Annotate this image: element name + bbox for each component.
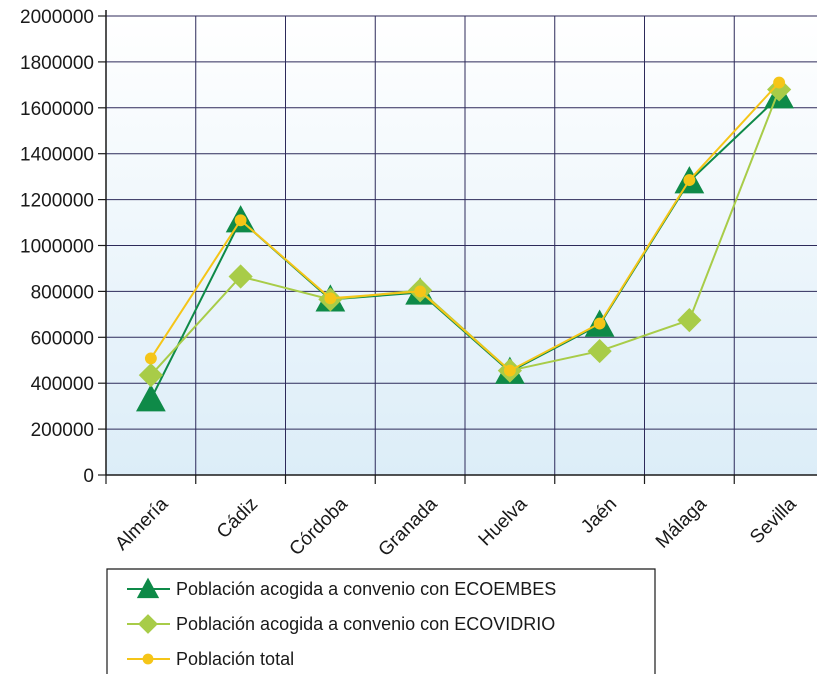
y-tick-label: 400000 — [31, 374, 94, 395]
legend-label: Población acogida a convenio con ECOEMBE… — [176, 579, 556, 599]
point-marker-circle — [593, 317, 606, 330]
legend-entry-3: Población total — [127, 649, 294, 669]
legend-entry-2: Población acogida a convenio con ECOVIDR… — [127, 614, 555, 634]
x-tick-label: Cádiz — [213, 494, 262, 543]
x-tick-label: Sevilla — [746, 493, 801, 548]
legend-border — [106, 568, 656, 674]
axes — [98, 10, 817, 484]
point-marker-diamond — [587, 338, 612, 364]
x-tick-label: Almería — [111, 493, 172, 554]
series-line — [150, 81, 780, 372]
legend-label: Población total — [176, 649, 294, 669]
x-tick-label: Córdoba — [286, 493, 353, 560]
y-tick-label: 1000000 — [20, 237, 94, 258]
y-tick-label: 1200000 — [20, 191, 94, 212]
y-tick-label: 1400000 — [20, 145, 94, 166]
point-marker-circle — [414, 285, 427, 298]
series-3 — [144, 76, 786, 377]
y-tick-label: 800000 — [31, 282, 94, 303]
point-marker-triangle — [136, 577, 160, 599]
legend: Población acogida a convenio con ECOEMBE… — [106, 568, 656, 674]
legend-label: Población acogida a convenio con ECOVIDR… — [176, 614, 555, 634]
legend-entry-1: Población acogida a convenio con ECOEMBE… — [127, 577, 556, 599]
y-tick-label: 1600000 — [20, 99, 94, 120]
point-marker-diamond — [138, 614, 158, 634]
point-marker-diamond — [228, 264, 253, 289]
point-marker-circle — [142, 653, 154, 665]
point-marker-diamond — [677, 307, 702, 333]
y-axis-ticks: 0 200000 400000 600000 800000 1000000 1200000 1… — [20, 7, 94, 487]
grid — [106, 15, 817, 475]
point-marker-circle — [144, 352, 157, 365]
point-marker-circle — [503, 364, 516, 377]
point-marker-circle — [234, 214, 247, 227]
x-tick-label: Jaén — [577, 494, 621, 538]
y-tick-label: 0 — [83, 466, 94, 487]
point-marker-circle — [773, 76, 786, 89]
x-tick-label: Granada — [375, 493, 442, 560]
point-marker-diamond — [138, 363, 163, 388]
point-marker-triangle — [135, 384, 166, 412]
point-marker-circle — [324, 292, 337, 305]
y-tick-label: 600000 — [31, 328, 94, 349]
x-tick-label: Huelva — [475, 493, 532, 550]
point-marker-circle — [683, 174, 696, 187]
series — [135, 76, 795, 412]
x-axis-ticks: Almería Cádiz Córdoba Granada Huelva Jaén Mála… — [111, 493, 801, 560]
y-tick-label: 1800000 — [20, 53, 94, 74]
point-marker-diamond — [767, 77, 792, 102]
x-tick-label: Málaga — [652, 493, 711, 552]
y-tick-label: 2000000 — [20, 7, 94, 28]
y-tick-label: 200000 — [31, 420, 94, 441]
